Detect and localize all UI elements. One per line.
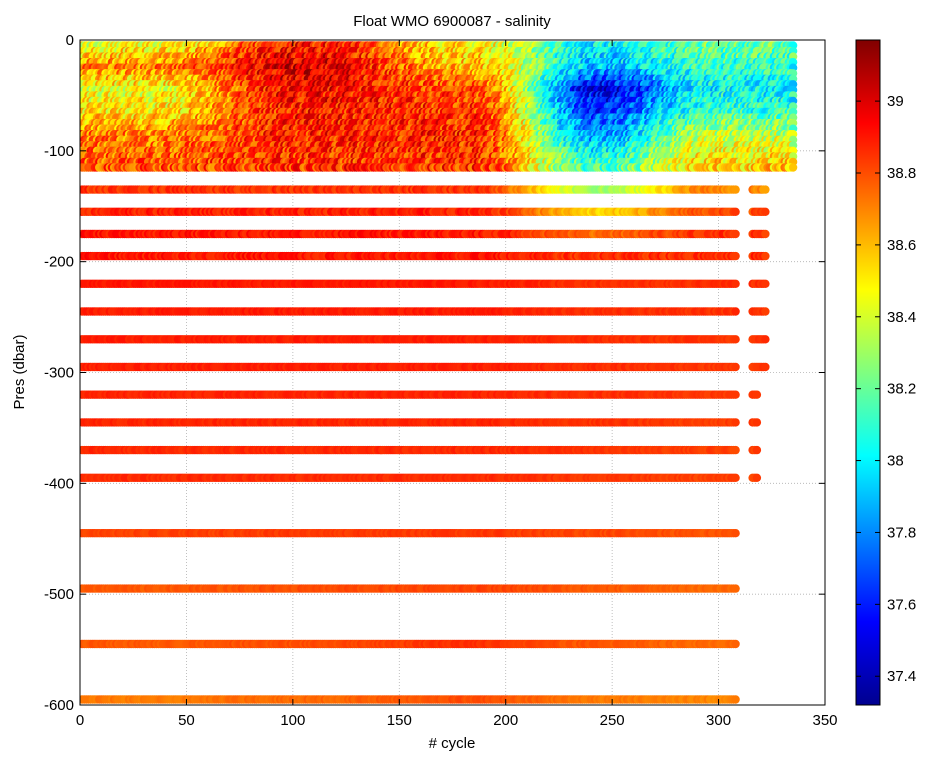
- plot-area: 0 50 100 150 200 250 300 350 0-100-200-300-400-…: [44, 32, 838, 729]
- data-points: [80, 41, 798, 704]
- chart-title: Float WMO 6900087 - salinity: [353, 13, 551, 30]
